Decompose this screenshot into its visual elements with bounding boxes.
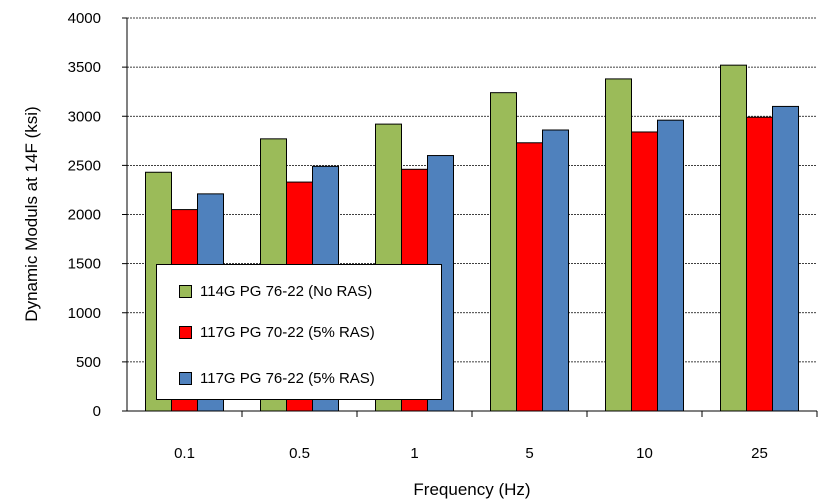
bar bbox=[490, 92, 517, 412]
legend-label-1: 114G PG 76-22 (No RAS) bbox=[200, 282, 373, 300]
x-tick-label: 0.1 bbox=[174, 445, 195, 462]
bar bbox=[605, 78, 632, 412]
y-tick-label: 0 bbox=[93, 403, 101, 420]
y-tick-labels: 0 500 1000 1500 2000 2500 3000 3500 4000 bbox=[68, 10, 101, 420]
axes bbox=[122, 17, 818, 417]
y-tick-label: 1500 bbox=[68, 256, 101, 273]
x-tick-label: 5 bbox=[525, 445, 533, 462]
legend-item-1: 114G PG 76-22 (No RAS) bbox=[179, 281, 372, 301]
bar bbox=[746, 116, 773, 412]
legend-label-2: 117G PG 70-22 (5% RAS) bbox=[200, 323, 375, 341]
x-tick-labels: 0.1 0.5 1 5 10 25 bbox=[174, 445, 768, 462]
x-tick-label: 25 bbox=[751, 445, 768, 462]
legend: 114G PG 76-22 (No RAS) 117G PG 70-22 (5%… bbox=[156, 264, 442, 400]
y-axis-label: Dynamic Moduls at 14F (ksi) bbox=[22, 106, 41, 321]
legend-swatch-1 bbox=[179, 284, 192, 298]
x-axis-label: Frequency (Hz) bbox=[413, 480, 530, 499]
legend-label-3: 117G PG 76-22 (5% RAS) bbox=[200, 369, 375, 387]
legend-item-3: 117G PG 76-22 (5% RAS) bbox=[179, 368, 375, 388]
legend-swatch-3 bbox=[179, 371, 192, 385]
y-tick-label: 2500 bbox=[68, 157, 101, 174]
y-tick-label: 1000 bbox=[68, 305, 101, 322]
y-tick-label: 3500 bbox=[68, 59, 101, 76]
bar bbox=[516, 142, 543, 412]
bar bbox=[772, 105, 799, 412]
bar bbox=[631, 131, 658, 412]
legend-swatch-2 bbox=[179, 325, 192, 339]
bar bbox=[720, 64, 747, 412]
y-tick-label: 4000 bbox=[68, 10, 101, 27]
legend-item-2: 117G PG 70-22 (5% RAS) bbox=[179, 322, 375, 342]
y-tick-label: 500 bbox=[76, 354, 101, 371]
bar bbox=[657, 119, 684, 412]
bar bbox=[542, 129, 569, 412]
x-tick-label: 10 bbox=[636, 445, 653, 462]
y-tick-label: 2000 bbox=[68, 207, 101, 224]
x-tick-label: 1 bbox=[410, 445, 418, 462]
y-tick-label: 3000 bbox=[68, 108, 101, 125]
x-tick-label: 0.5 bbox=[289, 445, 310, 462]
